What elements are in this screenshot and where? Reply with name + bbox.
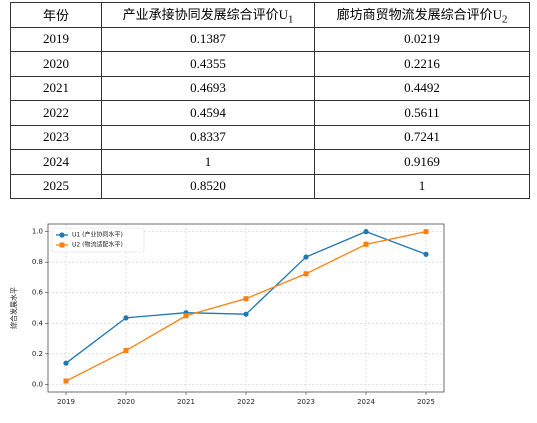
point [303, 254, 309, 260]
table-cell: 2021 [10, 75, 102, 101]
table-cell: 0.4355 [101, 51, 315, 77]
point [63, 378, 69, 384]
x-tick-label: 2022 [237, 398, 255, 406]
legend-label: U2 (物流适配水平) [72, 241, 123, 249]
point [123, 348, 129, 354]
y-tick-label: 1.0 [32, 228, 43, 236]
y-tick-label: 0.4 [32, 319, 44, 327]
y-tick-label: 0.0 [32, 380, 43, 388]
x-tick-label: 2024 [357, 398, 375, 406]
point [303, 271, 309, 277]
point [183, 313, 189, 319]
y-axis-label: 综合发展水平 [9, 287, 18, 329]
point [363, 229, 369, 235]
point [363, 241, 369, 247]
series-line [65, 231, 427, 382]
table-cell: 2019 [10, 26, 102, 52]
point [123, 315, 129, 321]
table-cell: 2022 [10, 100, 102, 126]
table-cell: 1 [314, 173, 530, 199]
chart: 综合发展水平 0.0 0.2 0.4 0.6 0.8 1.0 2019 2020 2021 202… [9, 223, 445, 406]
header-cell: 廊坊商贸物流发展综合评价U2 [314, 2, 530, 28]
table-cell: 0.4693 [101, 75, 315, 101]
header-text: 年份 [42, 8, 69, 24]
legend-box [51, 227, 145, 253]
table-cell: 0.8337 [101, 124, 315, 150]
point [243, 311, 249, 317]
table-row: 2022 0.4594 0.5611 [10, 100, 530, 126]
table-row: 2019 0.1387 0.0219 [10, 26, 530, 52]
table-cell: 2020 [10, 51, 102, 77]
table-cell: 0.4492 [314, 75, 530, 101]
x-tick-label: 2025 [417, 398, 435, 406]
point [423, 251, 429, 257]
point [63, 360, 69, 366]
table-row: 2024 1 0.9169 [10, 149, 530, 175]
x-tick-label: 2021 [177, 398, 195, 406]
table-cell: 0.9169 [314, 149, 530, 175]
table-cell: 0.1387 [101, 26, 315, 52]
legend-marker [59, 232, 65, 238]
x-tick-label: 2019 [57, 398, 75, 406]
header-text: 产业承接协同发展综合评价U [122, 6, 288, 22]
x-tick-label: 2020 [117, 398, 135, 406]
y-tick-label: 0.2 [32, 350, 43, 358]
y-tick-label: 0.6 [32, 289, 44, 297]
table-cell: 1 [101, 149, 315, 175]
table-cell: 0.0219 [314, 26, 530, 52]
x-tick-label: 2023 [297, 398, 315, 406]
header-cell: 产业承接协同发展综合评价U1 [101, 2, 315, 28]
table-cell: 2025 [10, 173, 102, 199]
header-subscript: 1 [287, 13, 294, 26]
data-table: 年份 产业承接协同发展综合评价U1 廊坊商贸物流发展综合评价U2 2019 0.1387… [10, 2, 530, 199]
legend-marker [59, 242, 65, 248]
table-cell: 0.7241 [314, 124, 530, 150]
table-cell: 0.4594 [101, 100, 315, 126]
y-tick-label: 0.8 [32, 258, 43, 266]
point [423, 229, 429, 235]
table-row: 2023 0.8337 0.7241 [10, 124, 530, 150]
table-row: 2020 0.4355 0.2216 [10, 51, 530, 77]
table-cell: 0.2216 [314, 51, 530, 77]
header-cell: 年份 [10, 2, 102, 28]
header-subscript: 2 [501, 13, 508, 26]
table-cell: 0.5611 [314, 100, 530, 126]
header-text: 廊坊商贸物流发展综合评价U [336, 6, 502, 22]
table-cell: 0.8520 [101, 173, 315, 199]
table-row: 2021 0.4693 0.4492 [10, 75, 530, 101]
table-row: 2025 0.8520 1 [10, 173, 530, 199]
plot-frame [47, 223, 445, 393]
point [243, 296, 249, 302]
header-row: 年份 产业承接协同发展综合评价U1 廊坊商贸物流发展综合评价U2 [10, 2, 530, 28]
table-cell: 2024 [10, 149, 102, 175]
legend-label: U1 (产业协同水平) [72, 231, 123, 239]
table-cell: 2023 [10, 124, 102, 150]
